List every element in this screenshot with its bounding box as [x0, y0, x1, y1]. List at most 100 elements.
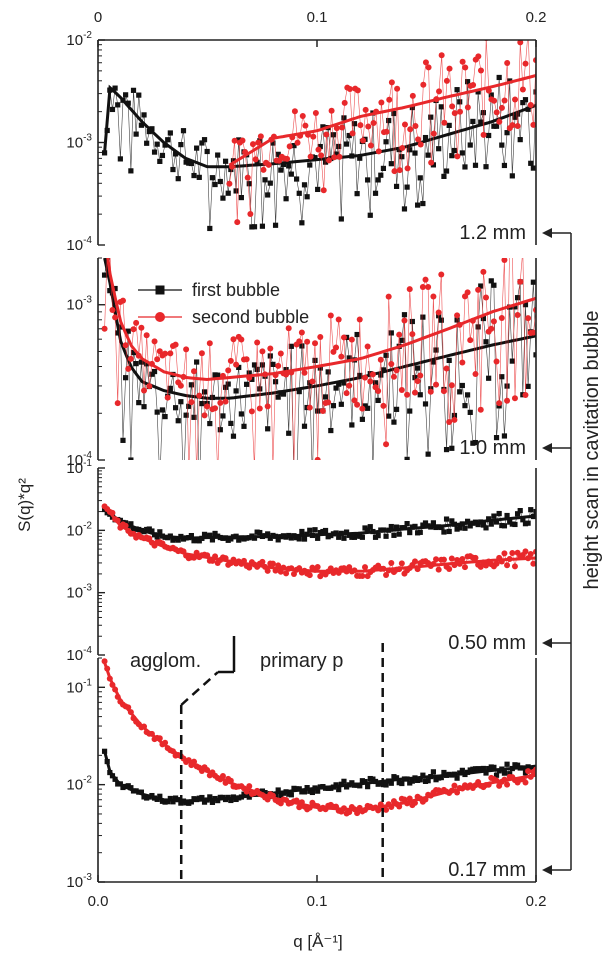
data-point-first-bubble	[425, 152, 431, 158]
data-point-first-bubble	[528, 160, 534, 166]
data-point-first-bubble	[359, 778, 365, 784]
data-point-first-bubble	[181, 486, 186, 491]
data-point-first-bubble	[393, 183, 400, 189]
data-point-first-bubble	[320, 124, 326, 130]
data-point-second-bubble	[239, 137, 246, 144]
data-point-second-bubble	[277, 350, 284, 357]
data-point-first-bubble	[170, 166, 176, 173]
data-point-second-bubble	[470, 81, 477, 88]
data-point-second-bubble	[427, 388, 434, 395]
data-point-second-bubble	[488, 325, 495, 332]
data-point-first-bubble	[357, 783, 363, 789]
data-point-first-bubble	[493, 772, 500, 778]
data-point-first-bubble	[125, 100, 131, 106]
data-point-first-bubble	[288, 171, 294, 177]
data-point-second-bubble	[525, 315, 532, 322]
data-point-second-bubble	[335, 316, 342, 323]
series-trace-second-bubble	[229, 40, 536, 223]
data-point-first-bubble	[499, 142, 505, 148]
data-point-first-bubble	[372, 380, 379, 386]
data-point-first-bubble	[299, 528, 305, 535]
data-point-second-bubble	[327, 312, 334, 319]
data-point-first-bubble	[222, 158, 229, 164]
data-point-first-bubble	[475, 521, 481, 528]
data-point-first-bubble	[488, 278, 494, 284]
data-point-first-bubble	[430, 162, 437, 168]
y-axis-title: S(q)*q²	[15, 478, 34, 532]
data-point-first-bubble	[301, 789, 308, 795]
data-point-second-bubble	[340, 334, 347, 341]
data-point-first-bubble	[533, 508, 536, 515]
data-point-first-bubble	[336, 534, 342, 540]
legend-marker-circle	[155, 312, 165, 322]
data-point-first-bubble	[288, 535, 294, 541]
data-point-first-bubble	[383, 352, 389, 358]
data-point-second-bubble	[336, 153, 343, 160]
data-point-second-bubble	[477, 563, 484, 570]
data-point-second-bubble	[109, 307, 116, 314]
data-point-second-bubble	[317, 333, 324, 340]
data-point-first-bubble	[480, 522, 486, 528]
data-point-first-bubble	[286, 163, 292, 169]
data-point-second-bubble	[204, 403, 211, 410]
data-point-first-bubble	[399, 780, 405, 787]
data-point-second-bubble	[283, 570, 290, 577]
data-point-first-bubble	[278, 167, 284, 173]
data-point-first-bubble	[501, 162, 508, 169]
data-point-second-bubble	[330, 348, 337, 355]
data-point-second-bubble	[130, 326, 137, 333]
data-point-first-bubble	[465, 392, 471, 398]
data-point-first-bubble	[128, 168, 134, 174]
panel-3: 10-4 10-3 10-2 10-1 0.50 mm	[66, 458, 537, 664]
data-point-first-bubble	[228, 536, 234, 542]
arrow-head-icon	[542, 228, 552, 238]
data-point-first-bubble	[259, 223, 266, 229]
data-point-first-bubble	[186, 800, 192, 806]
data-point-second-bubble	[354, 810, 361, 817]
data-point-second-bubble	[127, 355, 134, 362]
data-point-first-bubble	[265, 192, 271, 198]
data-point-second-bubble	[525, 29, 531, 35]
data-point-first-bubble	[136, 400, 142, 406]
y-tick-label: 10-2	[66, 30, 92, 49]
data-point-first-bubble	[493, 435, 500, 441]
data-point-first-bubble	[393, 524, 400, 530]
data-point-first-bubble	[312, 155, 318, 161]
data-point-first-bubble	[370, 465, 375, 470]
height-label: 0.50 mm	[448, 632, 526, 654]
data-point-second-bubble	[438, 52, 445, 59]
data-point-first-bubble	[201, 531, 208, 537]
data-point-first-bubble	[404, 184, 410, 190]
data-point-first-bubble	[267, 180, 273, 186]
data-point-first-bubble	[367, 212, 373, 218]
data-point-second-bubble	[294, 139, 301, 146]
data-point-first-bubble	[317, 143, 323, 150]
data-point-first-bubble	[249, 376, 255, 382]
data-point-second-bubble	[154, 356, 161, 363]
data-point-second-bubble	[325, 399, 332, 406]
data-point-second-bubble	[257, 133, 264, 140]
data-point-first-bubble	[512, 114, 518, 120]
panel-plot-area	[101, 258, 536, 491]
data-point-second-bubble	[315, 146, 322, 153]
data-point-first-bubble	[175, 537, 181, 543]
data-point-first-bubble	[217, 427, 223, 433]
data-point-first-bubble	[294, 786, 300, 792]
data-point-first-bubble	[146, 526, 152, 532]
data-point-first-bubble	[514, 295, 521, 301]
data-point-first-bubble	[230, 433, 237, 439]
data-point-first-bubble	[294, 535, 300, 541]
data-point-first-bubble	[462, 403, 468, 409]
data-point-second-bubble	[343, 390, 350, 397]
data-point-first-bubble	[262, 177, 268, 183]
data-point-second-bubble	[415, 136, 422, 143]
data-point-first-bubble	[343, 784, 350, 790]
data-point-second-bubble	[454, 312, 461, 319]
data-point-second-bubble	[472, 371, 479, 378]
data-point-first-bubble	[299, 789, 305, 795]
data-point-first-bubble	[488, 764, 494, 770]
data-point-second-bubble	[436, 88, 443, 95]
primary-label: primary p	[260, 650, 343, 672]
data-point-second-bubble	[511, 563, 518, 570]
data-point-first-bubble	[459, 382, 465, 389]
